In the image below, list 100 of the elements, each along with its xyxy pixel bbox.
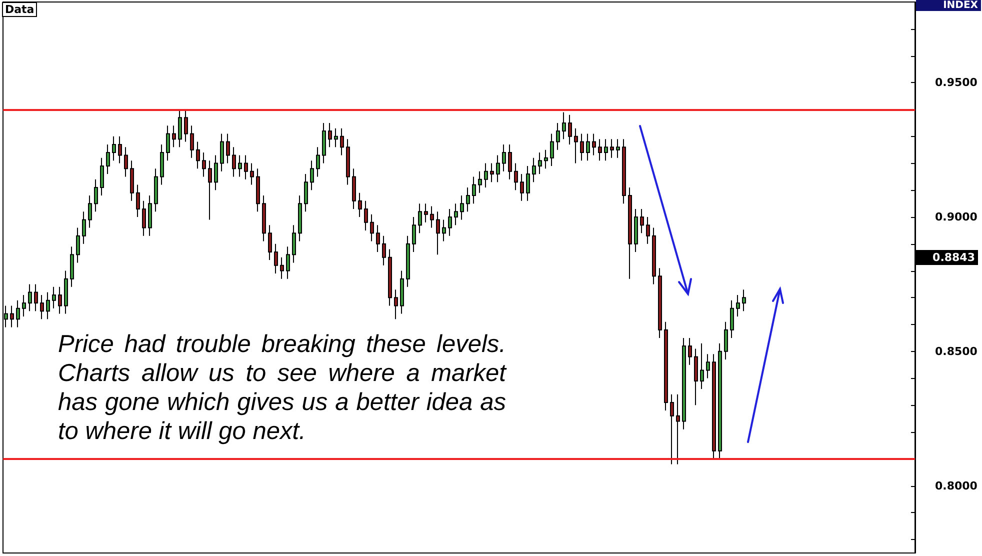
candlestick <box>562 112 566 140</box>
text: 0.8843 <box>916 250 978 265</box>
candlestick <box>124 146 128 178</box>
candlestick <box>466 186 470 212</box>
candlestick <box>328 122 332 148</box>
candlestick <box>484 162 488 188</box>
candlestick <box>622 138 626 204</box>
candlestick <box>130 160 134 202</box>
candlestick <box>616 138 620 158</box>
candlestick <box>682 337 686 430</box>
candlestick <box>544 149 548 170</box>
candlestick <box>706 354 710 379</box>
candlestick <box>736 294 740 317</box>
candlestick <box>394 289 398 320</box>
candlestick <box>532 157 536 183</box>
candlestick <box>82 211 86 244</box>
candlestick <box>454 203 458 226</box>
y-tick-label: 0.9000 <box>935 210 978 224</box>
candlestick <box>688 337 692 366</box>
candlestick <box>334 128 338 148</box>
candlestick <box>40 294 44 320</box>
candlestick <box>412 216 416 252</box>
y-tick-label: 0.9500 <box>935 76 978 90</box>
candlestick <box>670 394 674 465</box>
candlestick <box>436 211 440 256</box>
candlestick <box>646 216 650 244</box>
candlestick <box>262 195 266 242</box>
candlestick <box>244 154 248 180</box>
candlestick <box>106 144 110 175</box>
candlestick <box>88 195 92 228</box>
candlestick <box>142 200 146 236</box>
candlestick <box>274 243 278 274</box>
candlestick <box>712 354 716 460</box>
candlestick <box>64 270 68 314</box>
y-tick-label: 0.8500 <box>935 344 978 358</box>
candlestick <box>226 133 230 164</box>
candlestick <box>526 165 530 202</box>
candlestick <box>520 174 524 202</box>
candlestick <box>136 184 140 218</box>
candlestick <box>742 289 746 312</box>
candlestick <box>58 286 62 314</box>
candlestick <box>184 109 188 142</box>
annotation: Price had trouble breaking these levels. Charts allow us to see where a market has gone which gives us a better idea as to where it will go next. <box>58 330 506 446</box>
candlestick <box>628 186 632 280</box>
candlestick <box>16 300 20 328</box>
candlestick <box>508 144 512 180</box>
candlestick <box>166 125 170 162</box>
candlestick <box>346 138 350 186</box>
candlestick <box>592 133 596 156</box>
candlestick <box>370 214 374 242</box>
candlestick <box>514 162 518 191</box>
candlestick <box>322 122 326 164</box>
candlestick <box>52 286 56 309</box>
candlestick <box>634 208 638 252</box>
candlestick <box>160 144 164 186</box>
candlestick <box>256 168 260 212</box>
candlestick <box>448 208 452 236</box>
candlestick <box>304 174 308 212</box>
candlestick <box>238 154 242 178</box>
candlestick <box>94 178 98 212</box>
candlestick <box>478 170 482 194</box>
candlestick <box>268 224 272 261</box>
candlestick <box>388 248 392 306</box>
candlestick <box>100 157 104 196</box>
candlestick <box>382 235 386 266</box>
candlestick <box>502 144 506 172</box>
candlestick <box>340 128 344 156</box>
candlestick <box>718 342 722 460</box>
candlestick <box>430 206 434 228</box>
candlestick <box>358 192 362 218</box>
candlestick <box>700 342 704 390</box>
candlestick <box>190 125 194 158</box>
candlestick <box>214 154 218 191</box>
candlestick <box>316 146 320 178</box>
candlestick <box>112 136 116 162</box>
candlestick <box>352 168 356 210</box>
candlestick <box>538 152 542 175</box>
candlestick <box>286 246 290 280</box>
candlestick <box>208 160 212 220</box>
candlestick <box>310 160 314 191</box>
candlestick <box>172 125 176 148</box>
candlestick <box>604 138 608 162</box>
candlestick <box>364 200 368 231</box>
candlestick <box>46 292 50 320</box>
candlestick <box>652 227 656 285</box>
candlestick <box>580 133 584 162</box>
candlestick <box>556 122 560 150</box>
candlestick <box>202 152 206 178</box>
candlestick <box>280 256 284 280</box>
candlestick <box>250 162 254 186</box>
candlestick <box>220 133 224 172</box>
candlestick <box>694 348 698 406</box>
candlestick <box>196 141 200 170</box>
candlestick <box>76 227 80 264</box>
chart-title: Data <box>2 2 38 17</box>
candlestick <box>424 203 428 223</box>
candlestick <box>70 246 74 288</box>
candlestick <box>118 136 122 164</box>
candlestick <box>676 394 680 465</box>
candlestick <box>376 224 380 252</box>
